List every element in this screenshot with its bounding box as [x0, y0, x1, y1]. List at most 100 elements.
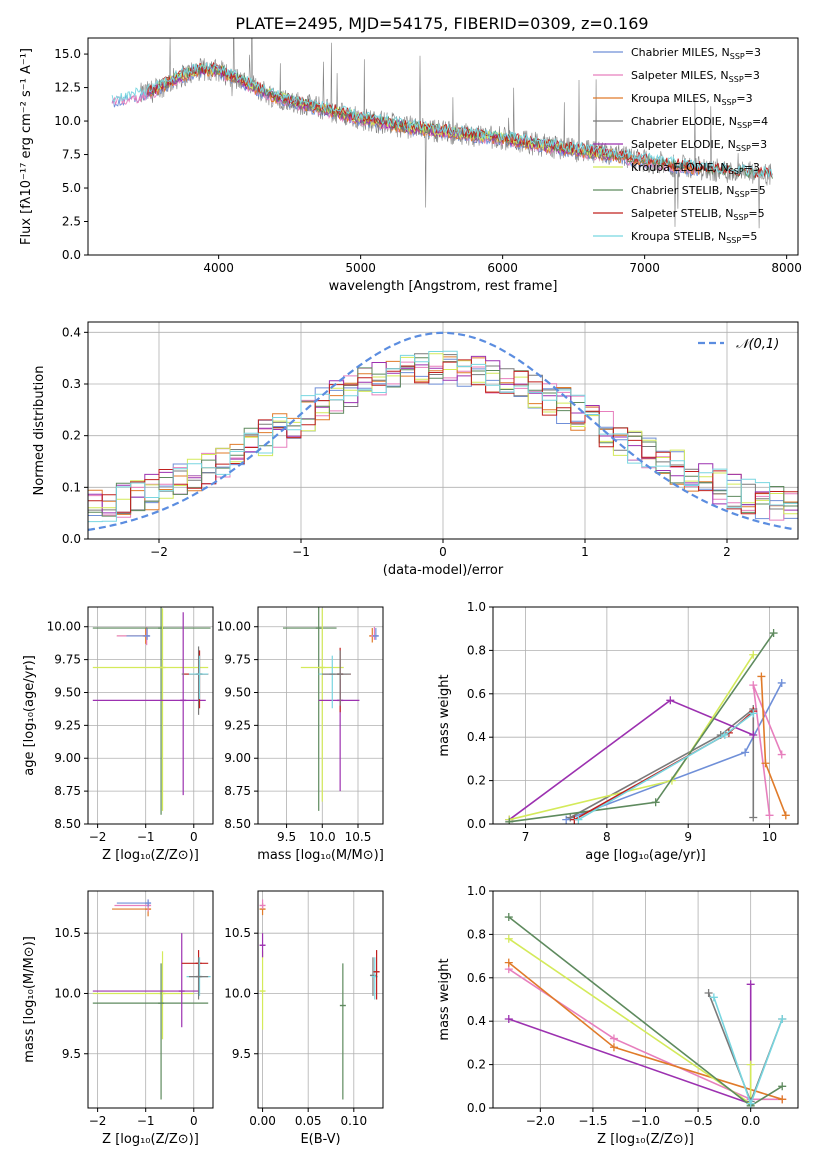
y-axis-label: mass weight — [437, 958, 452, 1040]
data-point — [504, 1015, 513, 1024]
y-tick-label: 0.0 — [467, 1101, 486, 1115]
y-tick-label: 9.50 — [224, 685, 251, 699]
y-tick-label: 0.4 — [467, 1014, 486, 1028]
normal-curve — [88, 331, 796, 531]
axes-frame — [87, 606, 214, 825]
x-tick-label: 7000 — [629, 261, 660, 275]
axes-frame — [492, 606, 799, 825]
y-axis-label: mass weight — [437, 674, 452, 756]
x-tick-label: 8 — [603, 830, 611, 844]
y-tick-label: 9.50 — [54, 685, 81, 699]
plot-area — [88, 331, 798, 531]
legend-label: Kroupa MILES, NSSP=3 — [631, 92, 753, 107]
errorbar-kroupa_stelib — [188, 655, 209, 700]
x-tick-label: −1.0 — [631, 1114, 660, 1128]
errorbar-chabrier_miles — [372, 628, 379, 640]
y-tick-label: 8.75 — [54, 784, 81, 798]
x-tick-label: 0 — [190, 830, 198, 844]
data-point — [749, 650, 758, 659]
data-point — [651, 798, 660, 807]
data-point — [562, 815, 571, 824]
x-axis-label: Z [log₁₀(Z/Z⊙)] — [102, 1132, 199, 1147]
data-point — [777, 678, 786, 687]
errorbar-chabrier_stelib — [92, 607, 211, 815]
series-chabrier_miles — [565, 682, 783, 821]
figure-title: PLATE=2495, MJD=54175, FIBERID=0309, z=0… — [235, 14, 648, 33]
x-tick-label: 0.10 — [340, 1114, 367, 1128]
errorbar-chabrier_stelib — [339, 963, 346, 1100]
plot-area — [505, 629, 790, 824]
data-point — [757, 672, 766, 681]
x-tick-label: 9 — [684, 830, 692, 844]
data-point — [709, 993, 718, 1002]
x-tick-label: −2 — [89, 1114, 107, 1128]
errorbar-salpeter_elodie — [92, 933, 199, 1028]
y-tick-label: 5.0 — [62, 181, 81, 195]
x-tick-label: 4000 — [203, 261, 234, 275]
x-tick-label: 0.00 — [249, 1114, 276, 1128]
y-tick-label: 9.75 — [54, 653, 81, 667]
plot-area — [111, 38, 773, 229]
data-point — [778, 1095, 787, 1104]
errorbar-chabrier_elodie — [181, 646, 209, 715]
y-tick-label: 9.5 — [232, 1047, 251, 1061]
x-tick-label: 0 — [439, 545, 447, 559]
y-tick-label: 9.5 — [62, 1047, 81, 1061]
data-point — [749, 681, 758, 690]
y-tick-label: 8.50 — [54, 817, 81, 831]
series-chabrier_elodie — [569, 707, 755, 819]
plot-area — [92, 607, 211, 815]
x-axis-label: (data-model)/error — [383, 563, 504, 578]
x-axis-label: E(B-V) — [300, 1132, 340, 1147]
x-tick-label: 5000 — [345, 261, 376, 275]
axes-frame — [87, 37, 799, 256]
x-tick-label: −2 — [89, 830, 107, 844]
data-point — [749, 813, 758, 822]
errorbar-salpeter_stelib — [322, 647, 351, 713]
data-point — [704, 988, 713, 997]
errorbar-chabrier_miles — [126, 628, 151, 640]
legend-label: Chabrier MILES, NSSP=3 — [631, 46, 761, 61]
errorbar-kroupa_elodie — [259, 951, 266, 1030]
x-tick-label: 10.5 — [345, 830, 372, 844]
data-point — [777, 750, 786, 759]
y-tick-label: 15.0 — [54, 47, 81, 61]
y-tick-label: 0.2 — [62, 429, 81, 443]
x-tick-label: 0.05 — [295, 1114, 322, 1128]
x-tick-label: −2 — [150, 545, 168, 559]
errorbar-salpeter_elodie — [92, 612, 206, 796]
y-tick-label: 0.8 — [467, 643, 486, 657]
model-spectrum-chabrier_miles — [111, 66, 702, 177]
y-tick-label: 0.4 — [467, 730, 486, 744]
y-tick-label: 8.75 — [224, 784, 251, 798]
panel-mass-vs-EBV: 0.00 0.05 0.10 9.5 10.0 10.5 E(B-V) — [224, 890, 384, 1147]
panel-mass-weight-vs-age: 7 8 9 10 0.0 0.2 0.4 0.6 0.8 1.0 age [log₁₀(age/yr… — [437, 600, 799, 863]
panel-mass-weight-vs-Z: −2.0 −1.5 −1.0 −0.5 0.0 0.0 0.2 0.4 0.6 0.8 1.0 Z [… — [437, 884, 799, 1147]
legend-label: 𝒩(0,1) — [736, 337, 779, 352]
data-point — [746, 1060, 755, 1069]
data-point — [765, 811, 774, 820]
y-tick-label: 10.00 — [217, 620, 251, 634]
x-tick-label: 10.0 — [309, 830, 336, 844]
legend-label: Kroupa STELIB, NSSP=5 — [631, 230, 757, 245]
y-tick-label: 0.0 — [62, 248, 81, 262]
data-point — [746, 980, 755, 989]
panel-residual-histogram: −2 −1 0 1 2 0.0 0.1 0.2 0.3 0.4 (data-model)/error… — [32, 321, 799, 578]
legend-label: Salpeter STELIB, NSSP=5 — [631, 207, 765, 222]
legend-label: Chabrier ELODIE, NSSP=4 — [631, 115, 768, 130]
data-point — [505, 817, 514, 824]
errorbar-salpeter_stelib — [184, 650, 209, 709]
x-tick-label: 0.0 — [741, 1114, 760, 1128]
errorbar-salpeter_elodie — [259, 933, 266, 958]
errorbar-chabrier_miles — [116, 899, 152, 907]
y-tick-label: 9.25 — [54, 718, 81, 732]
series-salpeter_elodie — [508, 699, 754, 821]
data-point — [749, 731, 758, 740]
histogram-salpeter_stelib — [88, 359, 798, 515]
errorbar-kroupa_elodie — [92, 951, 194, 1040]
panel-age-vs-Z: −2 −1 0 8.50 8.75 9.00 9.25 9.50 9.75 10.00 Z [log… — [22, 606, 214, 863]
y-tick-label: 0.4 — [62, 325, 81, 339]
x-tick-label: 6000 — [487, 261, 518, 275]
x-tick-label: −1 — [137, 830, 155, 844]
y-tick-label: 10.5 — [224, 926, 251, 940]
